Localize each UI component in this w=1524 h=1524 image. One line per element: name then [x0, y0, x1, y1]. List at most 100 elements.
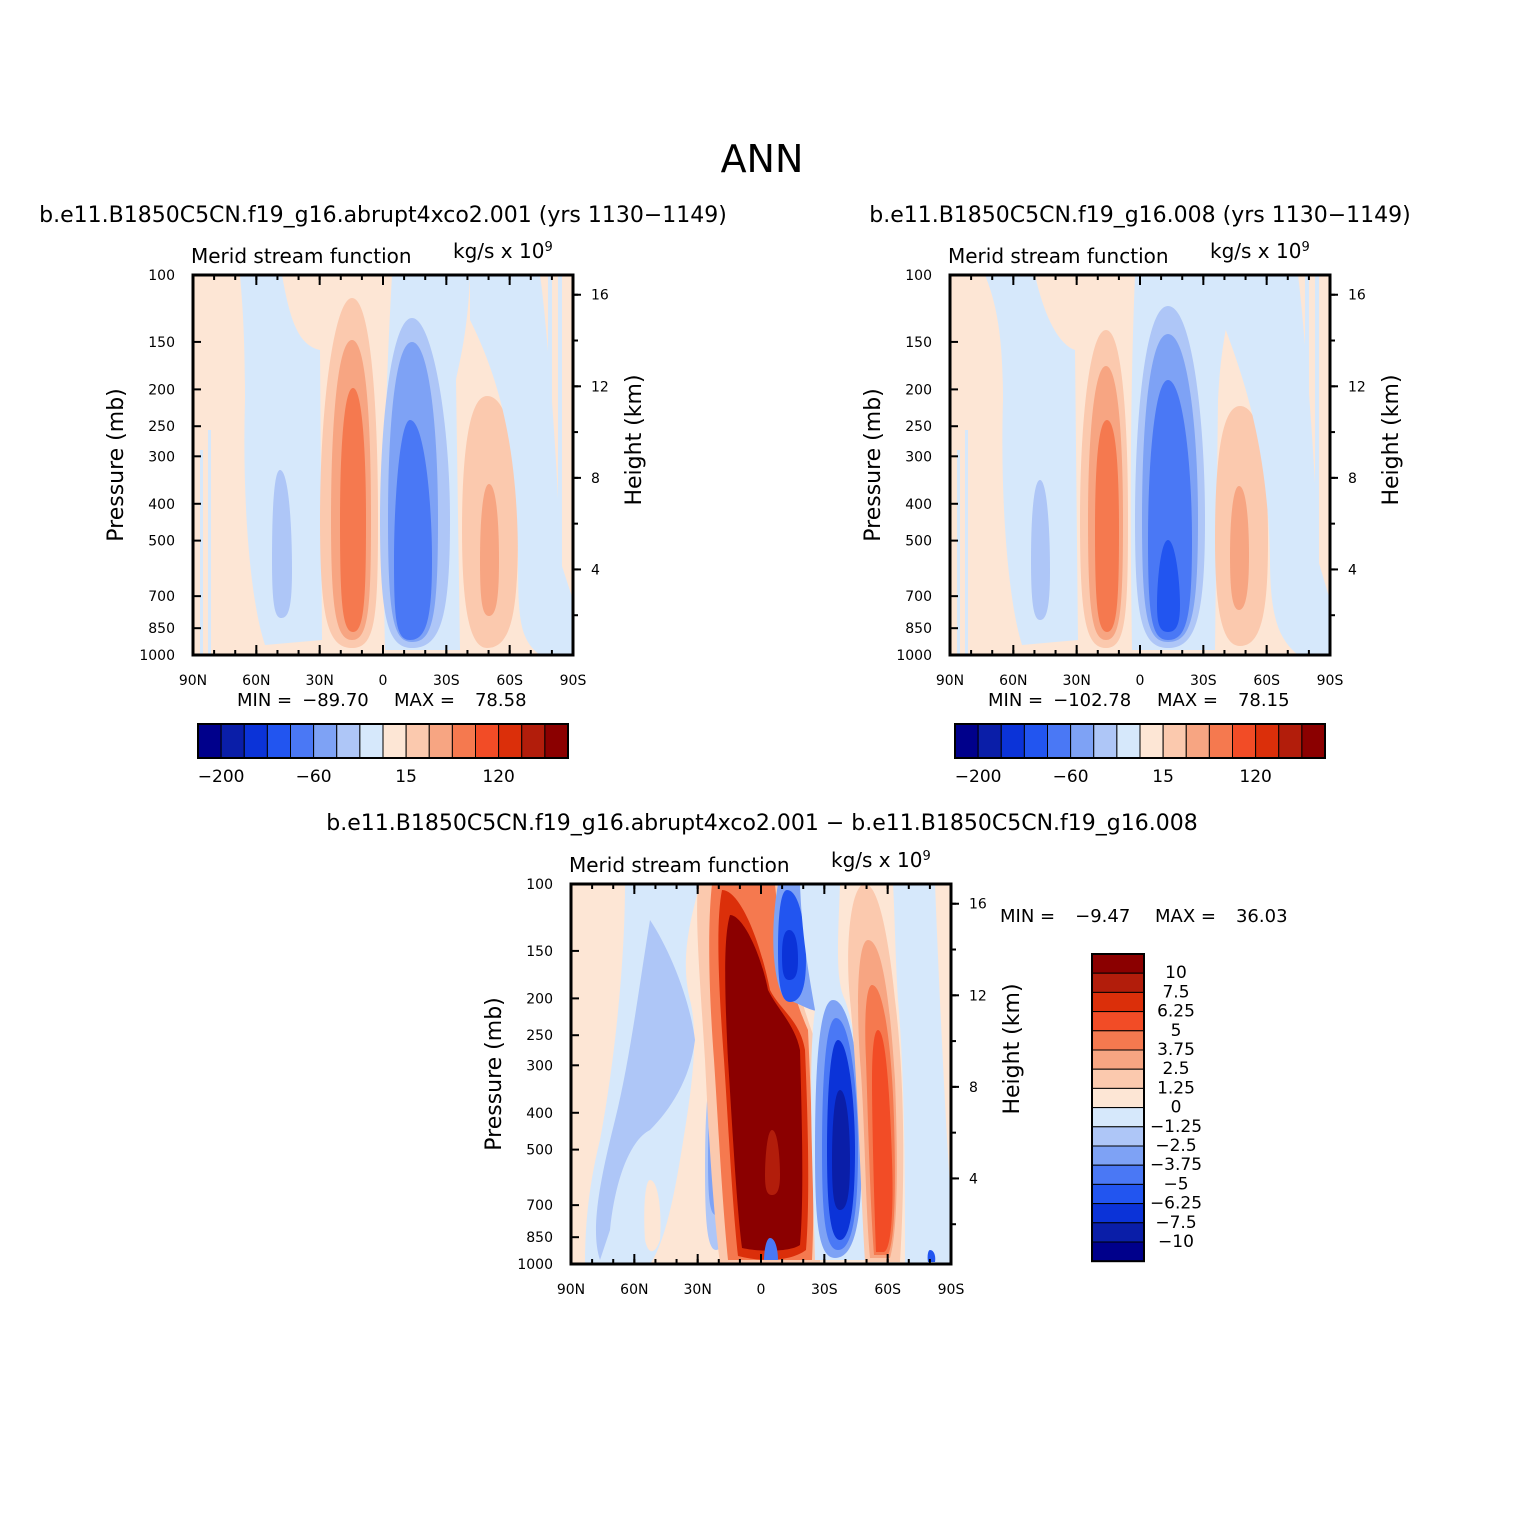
panel-3-nh-positive-blob [644, 1180, 661, 1252]
colorbar-swatch [1091, 1203, 1145, 1224]
panel-1-min-label: MIN = [237, 690, 292, 711]
panel-3-sh-polar-negative [893, 884, 951, 1264]
y2-tick-label: 8 [969, 1080, 978, 1096]
colorbar-swatch [1091, 1011, 1145, 1032]
x-tick-label: 30N [684, 1282, 712, 1298]
colorbar-label: −10 [1158, 1232, 1194, 1252]
panel-1-max: MAX = 78.58 [394, 690, 527, 711]
colorbar-swatch [1091, 1222, 1145, 1243]
colorbar-label: 5 [1171, 1021, 1182, 1041]
y2-tick-label: 16 [969, 897, 987, 913]
x-tick-label: 0 [379, 673, 388, 689]
panel-2-hadley-nh-core [1095, 420, 1119, 632]
y-tick-label: 200 [905, 382, 932, 398]
colorbar-swatch [1301, 723, 1326, 759]
colorbar-swatch [197, 723, 222, 759]
colorbar-swatch [977, 723, 1002, 759]
y-tick-label: 150 [905, 335, 932, 351]
panel-1-hadley-sh-core [394, 420, 432, 640]
panel-3-sh-positive-core [872, 1030, 893, 1252]
y-tick-label: 500 [526, 1143, 553, 1159]
colorbar-swatch [382, 723, 407, 759]
colorbar-swatch [428, 723, 453, 759]
y2-tick-label: 12 [969, 988, 987, 1004]
panel-2-sh-ferrel-core [1230, 486, 1249, 610]
panel-1-units: kg/s x 109 [453, 239, 553, 263]
colorbar-label: −200 [198, 767, 245, 787]
x-tick-label: 90N [936, 673, 964, 689]
y2-tick-label: 16 [591, 288, 609, 304]
colorbar-swatch [359, 723, 384, 759]
colorbar-label: −6.25 [1150, 1194, 1202, 1214]
panel-2-colorbar: −200 −60 15 120 [954, 723, 1326, 787]
panel-3-contour-field [571, 884, 951, 1264]
y2-tick-label: 8 [591, 471, 600, 487]
panel-1-colorbar: −200 −60 15 120 [197, 723, 569, 787]
colorbar-swatch [1278, 723, 1303, 759]
colorbar-swatch [1116, 723, 1141, 759]
panel-3-positive-inner-cell [765, 1130, 780, 1195]
colorbar-swatch [1091, 1068, 1145, 1089]
colorbar-swatch [1185, 723, 1210, 759]
panel-3-max-value: 36.03 [1236, 906, 1288, 927]
colorbar-swatch [1208, 723, 1233, 759]
panel-3-colorbar: 107.56.2553.752.51.250−1.25−2.5−3.75−5−6… [1091, 953, 1202, 1263]
panel-3-units-exponent: 9 [922, 849, 930, 864]
y-tick-label: 850 [148, 621, 175, 637]
y-tick-label: 700 [905, 589, 932, 605]
colorbar-swatch [1047, 723, 1072, 759]
x-tick-label: 0 [757, 1282, 766, 1298]
colorbar-label: 7.5 [1162, 982, 1189, 1002]
x-tick-label: 90N [179, 673, 207, 689]
colorbar-frame [197, 723, 569, 759]
y-tick-label: 200 [526, 991, 553, 1007]
y-tick-label: 1000 [139, 648, 175, 664]
colorbar-label: 2.5 [1162, 1059, 1189, 1079]
panel-3-surface-negative [764, 1238, 778, 1260]
panel-1-field-title: Merid stream function [191, 244, 412, 268]
colorbar-label: −3.75 [1150, 1155, 1202, 1175]
y-tick-label: 150 [526, 944, 553, 960]
panel-1-abrupt4xco2: Merid stream function kg/s x 109 90N 60N 3… [104, 239, 647, 787]
panel-3-field-title: Merid stream function [569, 853, 790, 877]
y-tick-label: 1000 [896, 648, 932, 664]
panel-2-min-value: −102.78 [1053, 690, 1131, 711]
panel-3-min-value: −9.47 [1075, 906, 1130, 927]
colorbar-swatch [1091, 1183, 1145, 1205]
colorbar-label: −1.25 [1150, 1117, 1202, 1137]
colorbar-swatch [1232, 723, 1257, 759]
panel-1-contour-field [193, 275, 573, 655]
colorbar-swatch [1139, 723, 1164, 759]
panel-3-sh-negative-core [832, 1090, 850, 1210]
panel-2-axes: 90N 60N 30N 0 30S 60S 90S 100 150 200 250 300 400 500… [861, 268, 1404, 689]
colorbar-label: −5 [1163, 1174, 1188, 1194]
x-tick-label: 30S [433, 673, 460, 689]
y-tick-label: 300 [905, 449, 932, 465]
x-tick-label: 90N [557, 1282, 585, 1298]
panel-3-min-label: MIN = [1000, 906, 1055, 927]
panel-2-max-value: 78.15 [1238, 690, 1290, 711]
panel-1-subtitle: b.e11.B1850C5CN.f19_g16.abrupt4xco2.001 … [39, 203, 727, 228]
panel-2-units-base: kg/s x 10 [1210, 239, 1301, 263]
panel-2-contour-field [950, 275, 1330, 655]
y-tick-label: 500 [905, 534, 932, 550]
panel-2-hadley-sh-core [1157, 540, 1180, 632]
y-tick-label: 250 [905, 419, 932, 435]
colorbar-swatch [544, 723, 569, 759]
panel-1-axes: 90N 60N 30N 0 30S 60S 90S 100 150 200 250 300 400 500… [104, 268, 647, 689]
panel-2-units-exponent: 9 [1301, 240, 1309, 255]
x-tick-label: 0 [1136, 673, 1145, 689]
y-tick-label: 250 [148, 419, 175, 435]
colorbar-swatch [220, 723, 245, 759]
panel-1-sh-ferrel-core [480, 484, 499, 616]
y2-tick-label: 12 [591, 379, 609, 395]
y-tick-label: 1000 [517, 1257, 553, 1273]
colorbar-swatch [475, 723, 500, 759]
colorbar-swatch [313, 723, 338, 759]
panel-2-max-label: MAX = [1157, 690, 1218, 711]
colorbar-swatch [1091, 991, 1145, 1013]
panel-1-max-value: 78.58 [475, 690, 527, 711]
colorbar-label: 15 [395, 767, 417, 787]
panel-3-units: kg/s x 109 [831, 848, 931, 872]
